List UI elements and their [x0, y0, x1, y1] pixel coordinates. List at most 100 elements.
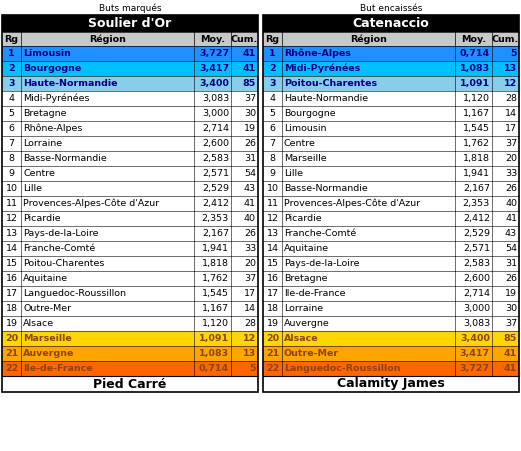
Bar	[194, 166, 231, 181]
Text: 14: 14	[505, 109, 517, 118]
Bar	[2, 286, 21, 301]
Bar	[263, 46, 282, 61]
Bar	[231, 301, 258, 316]
Bar	[263, 196, 282, 211]
Bar	[492, 151, 519, 166]
Bar	[2, 2, 258, 15]
Text: 5: 5	[250, 364, 256, 373]
Text: Poitou-Charentes: Poitou-Charentes	[23, 259, 104, 268]
Text: 26: 26	[244, 229, 256, 238]
Bar	[21, 151, 194, 166]
Bar	[21, 256, 194, 271]
Bar	[2, 91, 21, 106]
Bar	[194, 331, 231, 346]
Bar	[492, 166, 519, 181]
Bar	[194, 91, 231, 106]
Bar	[21, 46, 194, 61]
Bar	[455, 106, 492, 121]
Text: 1,120: 1,120	[463, 94, 490, 103]
Text: Soulier d'Or: Soulier d'Or	[89, 17, 171, 30]
Text: 3,727: 3,727	[460, 364, 490, 373]
Bar	[282, 211, 455, 226]
Text: But encaissés: But encaissés	[360, 4, 422, 13]
Bar	[2, 61, 21, 76]
Text: Rhône-Alpes: Rhône-Alpes	[284, 49, 351, 58]
Bar	[492, 301, 519, 316]
Text: Marseille: Marseille	[23, 334, 72, 343]
Text: 1: 1	[269, 49, 276, 58]
Text: 13: 13	[243, 349, 256, 358]
Bar	[455, 211, 492, 226]
Text: Outre-Mer: Outre-Mer	[284, 349, 339, 358]
Bar	[282, 166, 455, 181]
Text: 19: 19	[267, 319, 279, 328]
Text: 12: 12	[267, 214, 279, 223]
Text: Pays-de-la-Loire: Pays-de-la-Loire	[23, 229, 98, 238]
Text: Catenaccio: Catenaccio	[353, 17, 429, 30]
Text: 26: 26	[244, 139, 256, 148]
Text: 1,545: 1,545	[202, 289, 229, 298]
Text: 2,167: 2,167	[463, 184, 490, 193]
Text: 1,762: 1,762	[463, 139, 490, 148]
Bar	[282, 226, 455, 241]
Text: 8: 8	[8, 154, 15, 163]
Bar	[263, 256, 282, 271]
Text: 19: 19	[505, 289, 517, 298]
Bar	[492, 286, 519, 301]
Bar	[455, 76, 492, 91]
Text: Limousin: Limousin	[23, 49, 71, 58]
Text: 17: 17	[244, 289, 256, 298]
Text: 31: 31	[244, 154, 256, 163]
Text: Rg: Rg	[266, 34, 279, 43]
Bar	[2, 346, 21, 361]
Text: 2,714: 2,714	[202, 124, 229, 133]
Text: 30: 30	[505, 304, 517, 313]
Bar	[263, 15, 519, 32]
Text: 28: 28	[244, 319, 256, 328]
Text: 37: 37	[505, 139, 517, 148]
Text: 41: 41	[244, 199, 256, 208]
Text: Aquitaine: Aquitaine	[23, 274, 68, 283]
Text: 2,353: 2,353	[202, 214, 229, 223]
Bar	[263, 346, 282, 361]
Text: 13: 13	[266, 229, 279, 238]
Bar	[282, 181, 455, 196]
Text: Moy.: Moy.	[200, 34, 225, 43]
Bar	[2, 151, 21, 166]
Text: 19: 19	[244, 124, 256, 133]
Bar	[492, 226, 519, 241]
Text: 13: 13	[504, 64, 517, 73]
Text: 5: 5	[8, 109, 15, 118]
Bar	[282, 196, 455, 211]
Bar	[263, 211, 282, 226]
Bar	[282, 316, 455, 331]
Text: Lille: Lille	[23, 184, 42, 193]
Text: 0,714: 0,714	[199, 364, 229, 373]
Bar	[231, 211, 258, 226]
Bar	[263, 376, 519, 392]
Bar	[455, 46, 492, 61]
Text: 1,545: 1,545	[463, 124, 490, 133]
Text: Alsace: Alsace	[284, 334, 319, 343]
Bar	[194, 76, 231, 91]
Bar	[194, 256, 231, 271]
Text: Calamity James: Calamity James	[337, 377, 445, 391]
Bar	[231, 196, 258, 211]
Text: 41: 41	[243, 49, 256, 58]
Text: 3,083: 3,083	[202, 94, 229, 103]
Bar	[455, 301, 492, 316]
Bar	[194, 346, 231, 361]
Bar	[263, 2, 519, 15]
Bar	[455, 121, 492, 136]
Bar	[21, 211, 194, 226]
Text: 4: 4	[269, 94, 276, 103]
Text: 2: 2	[8, 64, 15, 73]
Text: 3,000: 3,000	[463, 304, 490, 313]
Bar	[263, 151, 282, 166]
Bar	[455, 91, 492, 106]
Bar	[2, 166, 21, 181]
Text: 2,583: 2,583	[202, 154, 229, 163]
Text: 1,818: 1,818	[463, 154, 490, 163]
Bar	[194, 196, 231, 211]
Bar	[231, 151, 258, 166]
